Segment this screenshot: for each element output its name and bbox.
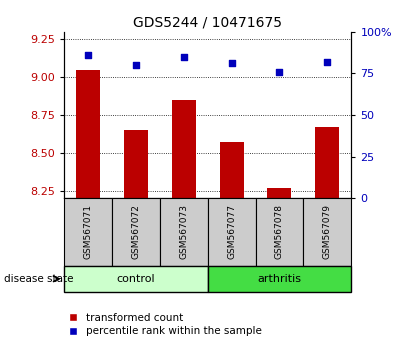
Bar xyxy=(124,130,148,198)
Title: GDS5244 / 10471675: GDS5244 / 10471675 xyxy=(133,15,282,29)
Bar xyxy=(64,266,208,292)
Point xyxy=(324,59,331,65)
Bar xyxy=(303,198,351,266)
Point xyxy=(228,61,235,66)
Bar xyxy=(208,198,256,266)
Bar xyxy=(219,142,243,198)
Bar xyxy=(172,100,196,198)
Text: GSM567078: GSM567078 xyxy=(275,204,284,259)
Point xyxy=(84,52,91,58)
Bar xyxy=(76,70,100,198)
Bar xyxy=(315,127,339,198)
Text: GSM567073: GSM567073 xyxy=(179,204,188,259)
Text: GSM567071: GSM567071 xyxy=(83,204,92,259)
Point xyxy=(276,69,283,75)
Point xyxy=(132,62,139,68)
Bar xyxy=(208,266,351,292)
Text: GSM567077: GSM567077 xyxy=(227,204,236,259)
Bar xyxy=(256,198,303,266)
Bar xyxy=(268,188,291,198)
Text: GSM567079: GSM567079 xyxy=(323,204,332,259)
Text: arthritis: arthritis xyxy=(257,274,302,284)
Bar xyxy=(112,198,159,266)
Text: disease state: disease state xyxy=(4,274,74,284)
Point xyxy=(180,54,187,59)
Bar xyxy=(64,198,112,266)
Text: control: control xyxy=(116,274,155,284)
Text: GSM567072: GSM567072 xyxy=(131,204,140,259)
Bar xyxy=(159,198,208,266)
Legend: transformed count, percentile rank within the sample: transformed count, percentile rank withi… xyxy=(69,313,261,336)
